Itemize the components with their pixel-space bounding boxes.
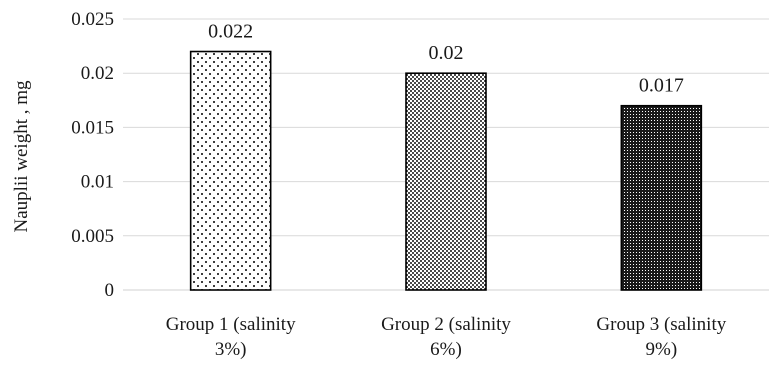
data-labels: 0.022 0.02 0.017 [208,21,684,97]
category-label-line: 6%) [430,339,462,360]
data-label: 0.017 [639,75,684,97]
category-label: Group 3 (salinity 9%) [596,314,726,360]
category-label: Group 1 (salinity 3%) [166,314,296,360]
bar [405,72,487,291]
category-labels: Group 1 (salinity 3%) Group 2 (salinity 6%)… [166,314,727,360]
category-label-line: Group 2 (salinity [381,314,511,335]
category-label-line: Group 3 (salinity [596,314,726,335]
data-label: 0.02 [429,42,464,64]
y-tick-label: 0.025 [71,9,114,30]
y-tick-label: 0 [105,280,115,301]
category-label-line: Group 1 (salinity [166,314,296,335]
bars [189,50,703,291]
y-tick-label: 0.015 [71,117,114,138]
data-label: 0.022 [208,21,253,43]
y-axis-ticks: 0 0.005 0.01 0.015 0.02 0.025 [71,9,114,301]
bar [620,104,703,291]
bar [189,50,272,291]
category-label-line: 3%) [215,339,247,360]
category-label: Group 2 (salinity 6%) [381,314,511,360]
y-tick-label: 0.01 [81,172,114,193]
category-label-line: 9%) [646,339,678,360]
y-tick-label: 0.02 [81,63,114,84]
y-tick-label: 0.005 [71,226,114,247]
y-axis-label: Nauplii weight , mg [11,80,32,232]
